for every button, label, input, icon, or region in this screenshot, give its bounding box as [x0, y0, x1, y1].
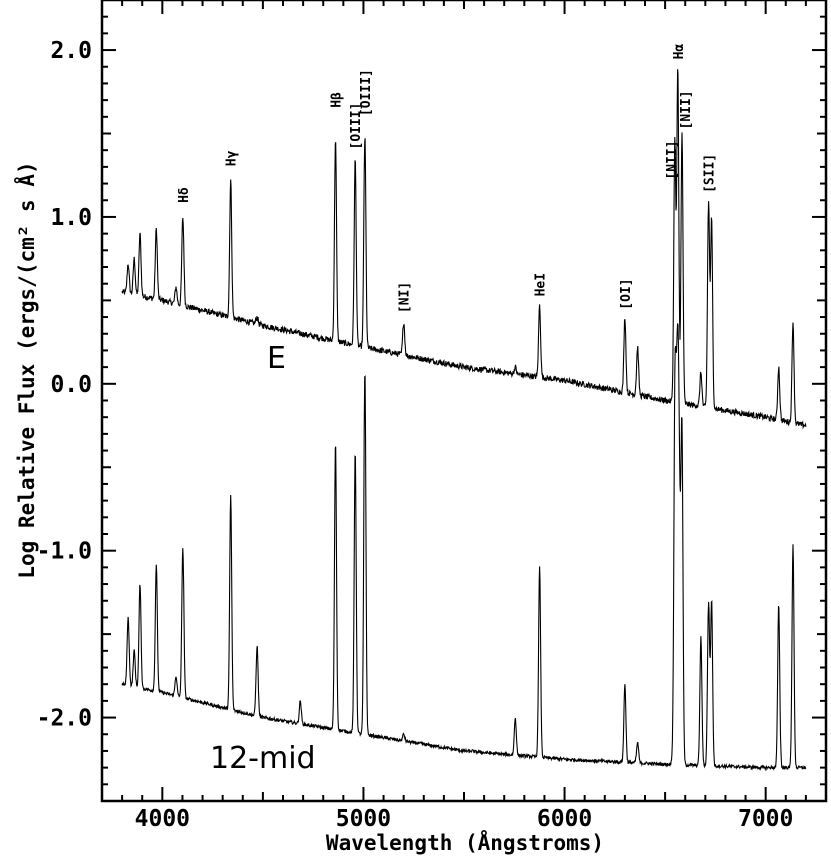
y-tick-label: -1.0 [37, 539, 92, 565]
line-label: Hα [672, 44, 687, 60]
line-label: [NI] [398, 282, 413, 313]
line-label: [NII] [665, 140, 680, 179]
x-tick-label: 7000 [738, 806, 793, 832]
line-label: [OIII] [359, 69, 374, 116]
y-tick-label: 0.0 [50, 372, 92, 398]
line-label: [OIII] [349, 103, 364, 150]
line-label: HeI [534, 273, 549, 296]
axis-ticks [102, 0, 826, 801]
x-tick-label: 5000 [336, 806, 391, 832]
spectrum-line-12-mid [121, 323, 807, 772]
line-label: Hγ [225, 150, 240, 166]
x-tick-label: 4000 [135, 806, 190, 832]
plot-frame [100, 0, 828, 803]
y-tick-labels: 2.0 1.0 0.0 -1.0 -2.0 [37, 38, 92, 732]
line-label: [SII] [703, 154, 718, 193]
x-tick-labels: 4000 5000 6000 7000 [135, 806, 794, 832]
x-axis-title: Wavelength (Ångstroms) [326, 830, 604, 855]
spectrum-line-e [121, 69, 807, 430]
line-label: Hδ [177, 187, 192, 203]
y-tick-label: 2.0 [50, 38, 92, 64]
y-axis-title: Log Relative Flux (ergs/(cm² s Å) [14, 161, 39, 578]
y-tick-label: -2.0 [37, 706, 92, 732]
spectra-lines [121, 69, 807, 772]
emission-line-labels: Hδ Hγ Hβ [OIII][OIII] [NI] HeI [OI] [NII] Hα [NII… [177, 44, 718, 314]
series-label-e: E [267, 341, 286, 376]
line-label: [OI] [619, 278, 634, 309]
line-label: [NII] [679, 90, 694, 129]
series-label-12-mid: 12-mid [210, 741, 316, 776]
x-tick-label: 6000 [537, 806, 592, 832]
line-label: Hβ [330, 92, 345, 108]
y-tick-label: 1.0 [50, 205, 92, 231]
